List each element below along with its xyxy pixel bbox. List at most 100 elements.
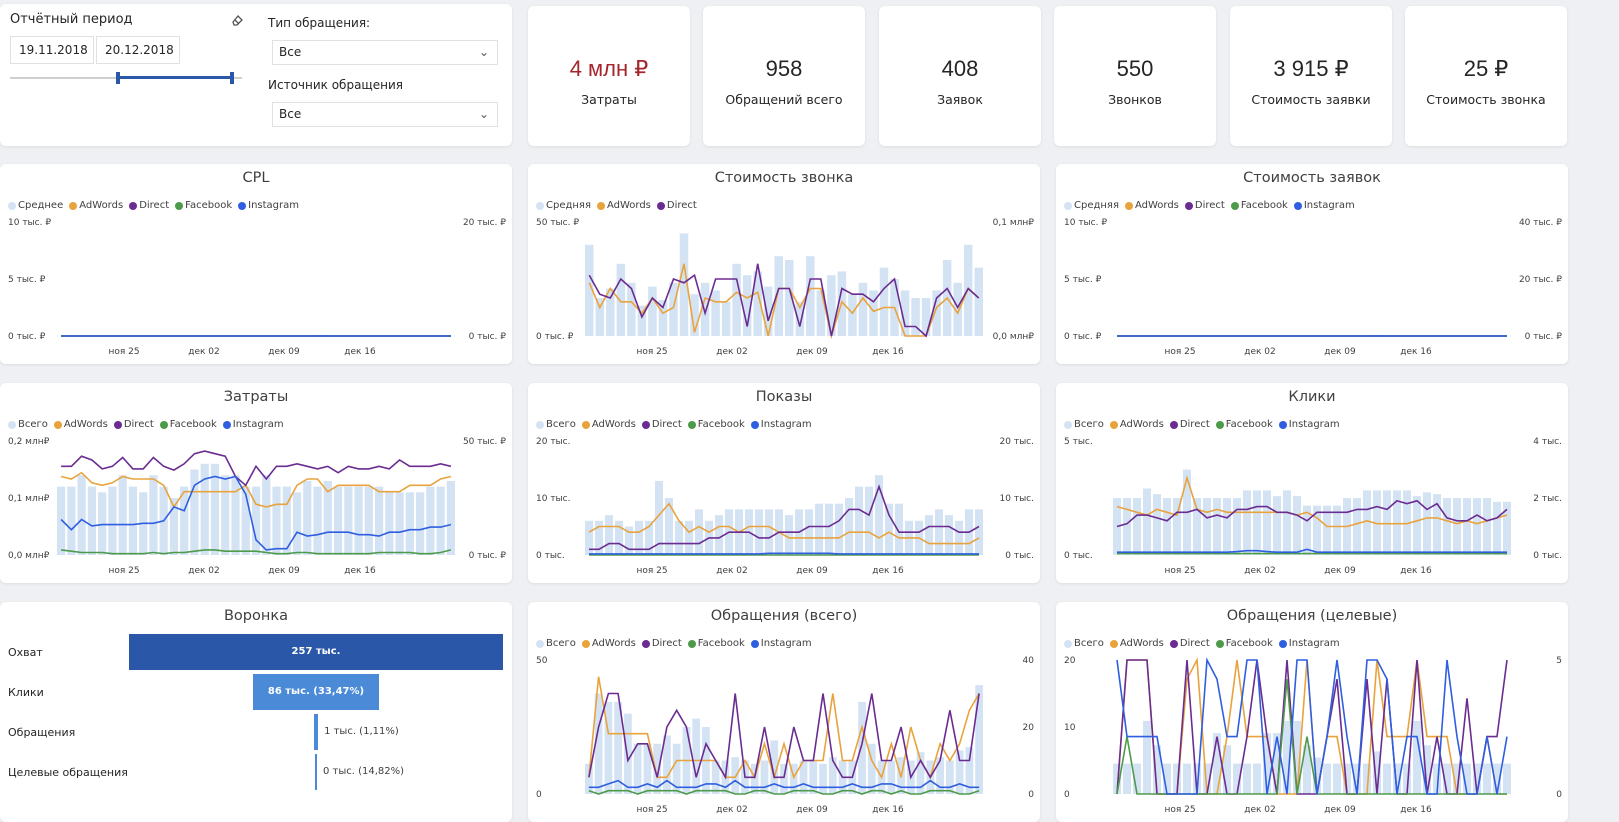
bar xyxy=(627,283,636,336)
bar xyxy=(293,492,301,555)
bar xyxy=(685,521,693,555)
date-from-input[interactable]: 19.11.2018 xyxy=(10,36,94,64)
type-select[interactable]: Все ⌄ xyxy=(272,40,498,65)
y-tick-label-left: 0 тыс. xyxy=(1064,551,1093,561)
y-tick-label-right: 0 тыс. ₽ xyxy=(469,551,507,561)
bar xyxy=(1123,498,1131,555)
y-tick-label-left: 0 тыс. ₽ xyxy=(1064,332,1102,342)
y-tick-label-right: 20 тыс. ₽ xyxy=(1519,275,1562,285)
bar xyxy=(344,487,352,555)
bar xyxy=(1143,489,1151,556)
x-tick-label: дек 09 xyxy=(268,566,300,576)
funnel-row-label: Обращения xyxy=(8,726,75,739)
y-tick-label-left: 10 тыс. ₽ xyxy=(8,218,51,228)
x-tick-label: дек 09 xyxy=(796,566,828,576)
y-tick-label-left: 20 тыс. xyxy=(536,437,570,447)
y-tick-label-left: 0,1 млн₽ xyxy=(8,494,50,504)
kpi-label: Обращений всего xyxy=(703,92,865,107)
bar xyxy=(406,492,414,555)
date-range-slider[interactable] xyxy=(10,72,242,84)
bar xyxy=(848,294,857,336)
bar xyxy=(755,509,763,555)
source-select-value: Все xyxy=(279,107,301,121)
bar xyxy=(885,504,893,555)
bar xyxy=(887,761,895,795)
y-tick-label-right: 50 тыс. ₽ xyxy=(463,437,506,447)
funnel-row-label: Целевые обращения xyxy=(8,766,128,779)
bar xyxy=(925,515,933,555)
x-tick-label: дек 09 xyxy=(1324,347,1356,357)
bar xyxy=(365,487,373,555)
bar xyxy=(1323,764,1331,794)
y-tick-label-right: 20 тыс. xyxy=(1000,437,1034,447)
bar xyxy=(395,492,403,555)
x-tick-label: ноя 25 xyxy=(108,347,139,357)
slider-handle-end[interactable] xyxy=(230,72,234,84)
period-label: Отчётный период xyxy=(10,12,133,27)
kpi-label: Стоимость заявки xyxy=(1230,92,1392,107)
funnel-bar[interactable] xyxy=(315,754,317,790)
bar xyxy=(1143,721,1151,794)
bar xyxy=(731,757,739,794)
x-tick-label: дек 16 xyxy=(1400,566,1432,576)
x-tick-label: дек 16 xyxy=(872,347,904,357)
y-tick-label-left: 50 xyxy=(536,656,548,666)
x-tick-label: дек 16 xyxy=(1400,805,1432,815)
y-tick-label-left: 10 тыс. ₽ xyxy=(1064,218,1107,228)
bar xyxy=(385,492,393,555)
bar xyxy=(624,714,632,794)
kpi-card-call-cost: 25 ₽ Стоимость звонка xyxy=(1405,6,1567,146)
bar xyxy=(605,515,613,555)
x-tick-label: дек 16 xyxy=(344,566,376,576)
bar xyxy=(945,515,953,555)
chart-plot: 20 тыс.10 тыс.0 тыс.20 тыс.10 тыс.0 тыс.… xyxy=(528,383,1040,583)
y-tick-label-right: 0,0 млн₽ xyxy=(993,332,1035,342)
kpi-label: Стоимость звонка xyxy=(1405,92,1567,107)
funnel-bar[interactable] xyxy=(314,714,318,750)
x-tick-label: дек 02 xyxy=(1244,347,1276,357)
x-tick-label: ноя 25 xyxy=(636,566,667,576)
type-label: Тип обращения: xyxy=(268,16,370,30)
kpi-value: 25 ₽ xyxy=(1405,56,1567,82)
y-tick-label-right: 0 xyxy=(1556,790,1562,800)
bar xyxy=(722,302,731,336)
x-tick-label: дек 02 xyxy=(716,566,748,576)
bar xyxy=(845,498,853,555)
bar xyxy=(829,757,837,794)
bar xyxy=(1123,764,1131,794)
bar xyxy=(447,481,455,555)
chart-title: Воронка xyxy=(0,608,512,624)
date-to-input[interactable]: 20.12.2018 xyxy=(96,36,180,64)
y-tick-label-right: 0 тыс. xyxy=(1533,551,1562,561)
chart-plot: 10 тыс. ₽5 тыс. ₽0 тыс. ₽20 тыс. ₽0 тыс.… xyxy=(0,164,512,364)
bar xyxy=(761,761,769,795)
source-select[interactable]: Все ⌄ xyxy=(272,102,498,127)
bar xyxy=(1453,498,1461,555)
funnel-value: 0 тыс. (14,82%) xyxy=(323,766,404,777)
bar xyxy=(975,509,983,555)
bar xyxy=(1213,498,1221,555)
x-tick-label: дек 02 xyxy=(716,347,748,357)
bar xyxy=(1413,496,1421,555)
x-tick-label: дек 16 xyxy=(1400,347,1432,357)
bar xyxy=(809,761,817,795)
bar xyxy=(805,509,813,555)
slider-handle-start[interactable] xyxy=(116,72,120,84)
x-tick-label: дек 09 xyxy=(1324,566,1356,576)
bar xyxy=(859,283,868,336)
bar xyxy=(1253,764,1261,794)
x-tick-label: ноя 25 xyxy=(636,805,667,815)
bar xyxy=(695,509,703,555)
bar xyxy=(785,515,793,555)
bar xyxy=(272,487,280,555)
eraser-icon[interactable] xyxy=(230,12,244,26)
bar xyxy=(1293,496,1301,555)
bar xyxy=(1493,502,1501,555)
bar xyxy=(1243,490,1251,555)
bar xyxy=(815,504,823,555)
x-tick-label: дек 02 xyxy=(1244,566,1276,576)
